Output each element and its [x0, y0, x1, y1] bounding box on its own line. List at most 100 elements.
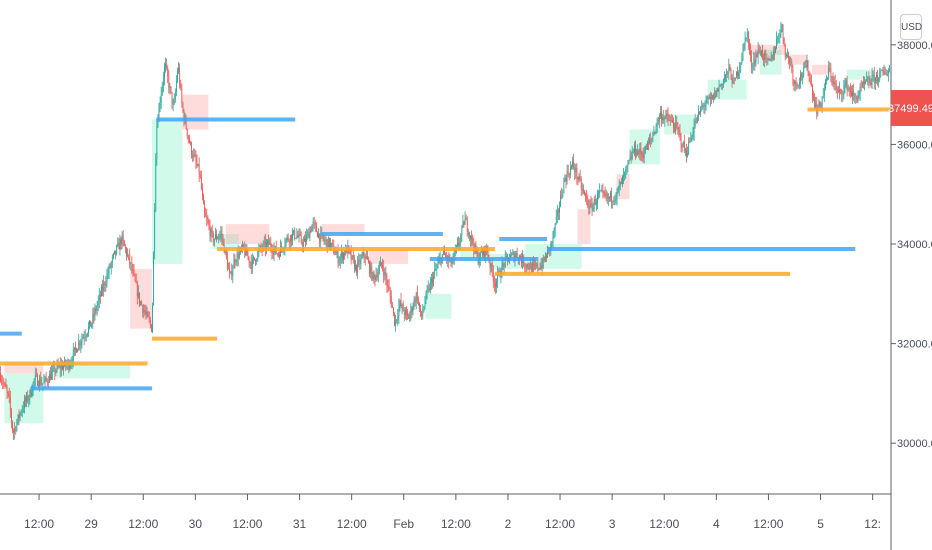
- candle-body: [51, 372, 52, 380]
- candle-body: [431, 278, 432, 283]
- bearish-candle: [663, 109, 665, 124]
- bullish-candle: [16, 418, 18, 432]
- candle-body: [50, 374, 51, 380]
- candle-body: [502, 263, 504, 265]
- currency-button[interactable]: USD: [900, 14, 922, 40]
- bearish-candle: [602, 183, 604, 199]
- candle-body: [720, 83, 722, 86]
- candle-body: [613, 200, 615, 202]
- x-tick-label: 12:00: [128, 517, 158, 531]
- candle-body: [540, 265, 542, 269]
- bearish-candle: [603, 190, 605, 198]
- candle-body: [9, 398, 11, 411]
- candle-body: [180, 84, 182, 88]
- bullish-candle: [230, 270, 232, 274]
- bullish-candle: [220, 225, 222, 243]
- candle-body: [743, 42, 745, 49]
- demand-zone: [846, 69, 873, 80]
- bearish-candle: [489, 259, 491, 276]
- bearish-candle: [416, 285, 418, 305]
- candle-body: [123, 240, 125, 246]
- candle-body: [278, 254, 279, 256]
- candle-body: [869, 82, 871, 84]
- candle-body: [233, 259, 235, 269]
- candle-body: [91, 322, 93, 327]
- candle-body: [813, 97, 814, 99]
- candle-body: [291, 235, 292, 241]
- candle-body: [681, 145, 683, 148]
- bearish-candle: [6, 384, 8, 400]
- bearish-candle: [849, 83, 851, 98]
- bearish-candle: [390, 290, 392, 309]
- candle-body: [418, 300, 419, 303]
- bearish-candle: [835, 80, 837, 94]
- bearish-candle: [148, 311, 150, 324]
- candle-body: [166, 64, 168, 68]
- candle-body: [675, 122, 677, 131]
- bullish-candle: [692, 127, 694, 140]
- bullish-candle: [869, 75, 871, 86]
- candle-body: [72, 350, 74, 362]
- candle-body: [559, 206, 560, 213]
- candle-body: [424, 301, 426, 308]
- candle-body: [629, 156, 631, 160]
- bearish-candle: [590, 195, 592, 208]
- candle-body: [701, 106, 703, 109]
- bearish-candle: [373, 270, 375, 284]
- bullish-candle: [160, 86, 162, 110]
- candle-body: [355, 264, 356, 270]
- bearish-candle: [90, 320, 92, 327]
- bearish-candle: [202, 183, 203, 201]
- bearish-candle: [141, 300, 143, 306]
- bullish-candle: [880, 68, 882, 78]
- candle-body: [173, 99, 175, 104]
- candle-body: [505, 255, 507, 257]
- bullish-candle: [704, 100, 706, 115]
- bearish-candle: [576, 162, 578, 185]
- candle-body: [386, 278, 388, 286]
- candle-body: [16, 422, 18, 431]
- bearish-candle: [751, 50, 753, 74]
- candle-body: [580, 179, 582, 190]
- bullish-candle: [29, 389, 31, 405]
- bullish-candle: [41, 376, 43, 386]
- candle-body: [288, 240, 290, 243]
- candle-body: [194, 154, 196, 157]
- bullish-candle: [559, 201, 560, 221]
- candle-body: [664, 117, 666, 121]
- candle-body: [874, 77, 876, 84]
- bearish-candle: [673, 117, 674, 134]
- candle-body: [174, 92, 176, 100]
- candle-body: [620, 181, 622, 185]
- candle-body: [181, 87, 183, 103]
- candle-body: [877, 74, 878, 81]
- bullish-candle: [412, 302, 414, 316]
- candle-body: [713, 95, 715, 100]
- candle-body: [369, 262, 370, 274]
- candle-body: [215, 234, 216, 239]
- candle-body: [524, 265, 526, 267]
- candle-body: [576, 167, 578, 179]
- candle-body: [159, 102, 161, 107]
- candle-body: [84, 336, 86, 338]
- bullish-candle: [781, 23, 783, 33]
- bearish-candle: [194, 148, 196, 158]
- candle-body: [673, 122, 674, 128]
- candle-body: [365, 256, 367, 259]
- candle-body: [594, 199, 596, 205]
- supply-zone: [4, 363, 44, 374]
- bearish-candle: [868, 71, 870, 89]
- bullish-candle: [217, 235, 219, 240]
- bullish-candle: [720, 83, 722, 90]
- bearish-candle: [129, 248, 131, 269]
- bullish-candle: [854, 92, 856, 104]
- candle-body: [361, 256, 363, 259]
- bullish-candle: [542, 254, 544, 270]
- candle-body: [603, 191, 605, 194]
- bullish-candle: [578, 173, 580, 183]
- bearish-candle: [198, 157, 200, 183]
- bullish-candle: [575, 163, 577, 179]
- bullish-candle: [803, 62, 805, 79]
- candle-body: [45, 377, 47, 380]
